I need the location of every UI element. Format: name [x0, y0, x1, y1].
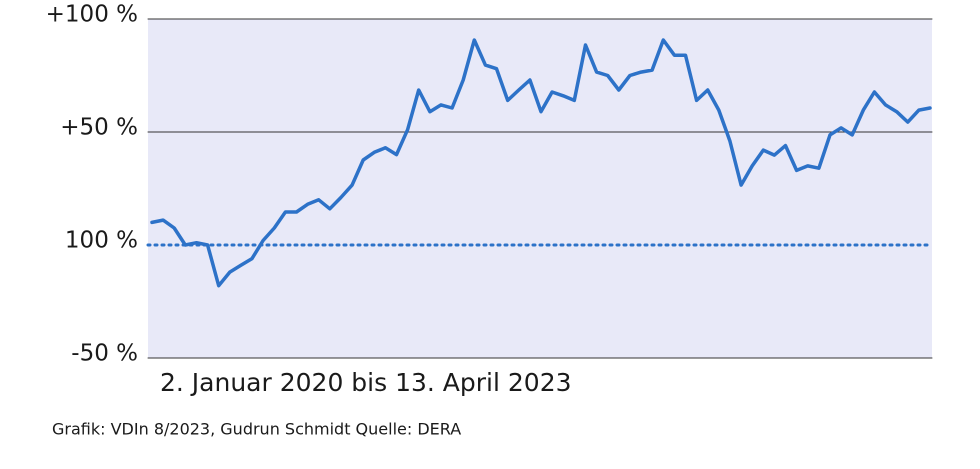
source: Grafik: VDIn 8/2023, Gudrun Schmidt Quel…: [52, 420, 461, 439]
y-tick-label: +50 %: [60, 115, 138, 141]
y-tick-label: -50 %: [71, 341, 138, 367]
x-axis-label: 2. Januar 2020 bis 13. April 2023: [160, 368, 572, 397]
plot-area: [148, 19, 932, 358]
data-line: [150, 38, 932, 288]
y-tick-label: +100 %: [46, 2, 138, 28]
y-tick-label: 100 %: [65, 228, 138, 254]
